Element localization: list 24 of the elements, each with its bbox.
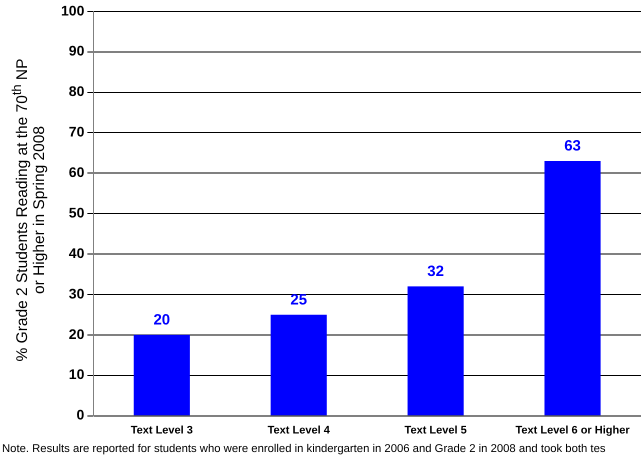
data-label: 32 (427, 263, 444, 280)
y-tick-label: 10 (68, 366, 85, 382)
y-tick-label: 20 (68, 326, 85, 342)
x-tick-label: Text Level 6 or Higher (515, 424, 630, 436)
data-label: 63 (564, 138, 581, 155)
data-label: 25 (290, 291, 308, 308)
y-tick-label: 40 (68, 244, 85, 261)
y-tick-label: 90 (68, 42, 85, 59)
y-tick-label: 30 (68, 285, 85, 302)
text: Note. Results are reported for students who were enrolled in kindergarten in 2006 and Grade 2 in 2008 and took both tes (2, 443, 606, 455)
x-tick-label: Text Level 4 (268, 424, 331, 436)
bar (270, 314, 327, 416)
x-tick-label: Text Level 3 (130, 424, 193, 436)
y-tick-label: 100 (61, 2, 85, 18)
y-tick-label: 60 (68, 164, 85, 180)
y-tick-label: 70 (68, 124, 85, 140)
data-label: 20 (153, 312, 170, 329)
x-tick-label: Text Level 5 (404, 424, 467, 436)
bar (544, 161, 601, 416)
bar (408, 286, 464, 416)
y-tick-label: 50 (68, 204, 85, 220)
bar (134, 334, 190, 416)
y-tick-label: 80 (68, 83, 85, 100)
y-tick-label: 0 (76, 406, 85, 423)
